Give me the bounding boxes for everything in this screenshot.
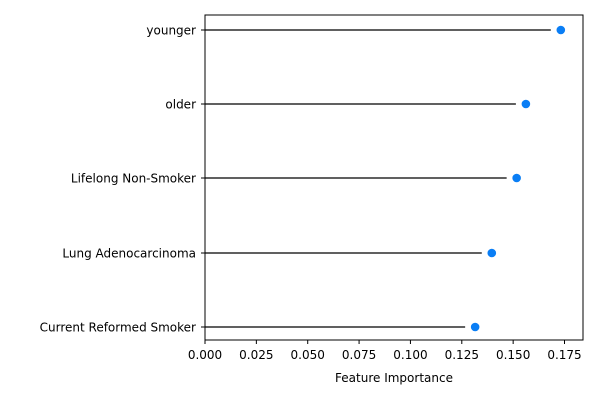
y-tick-label: younger	[146, 24, 196, 38]
x-tick-label: 0.050	[291, 348, 325, 362]
data-point	[556, 25, 566, 35]
data-point	[512, 173, 521, 183]
y-tick-label: older	[165, 98, 196, 112]
data-point	[470, 322, 480, 332]
x-tick-label: 0.175	[547, 348, 581, 362]
x-tick-label: 0.025	[239, 348, 273, 362]
y-tick-label: Current Reformed Smoker	[40, 321, 196, 335]
data-point	[487, 248, 497, 258]
y-tick-label: Lifelong Non-Smoker	[71, 172, 196, 186]
x-tick-label: 0.125	[445, 348, 479, 362]
y-tick-label: Lung Adenocarcinoma	[62, 247, 196, 261]
data-point	[521, 99, 531, 109]
x-tick-label: 0.100	[393, 348, 427, 362]
plot-frame	[204, 14, 584, 341]
x-tick-label: 0.075	[342, 348, 376, 362]
y-tick-labels: younger older Lifelong Non-Smoker Lung Aden…	[40, 24, 205, 335]
x-axis-label: Feature Importance	[335, 371, 453, 385]
chart-marks	[205, 25, 566, 332]
x-tick-label: 0.150	[496, 348, 530, 362]
x-axis-ticks: 0.000 0.025 0.050 0.075 0.100 0.125 0.150 0.175	[188, 340, 582, 362]
x-tick-label: 0.000	[188, 348, 222, 362]
